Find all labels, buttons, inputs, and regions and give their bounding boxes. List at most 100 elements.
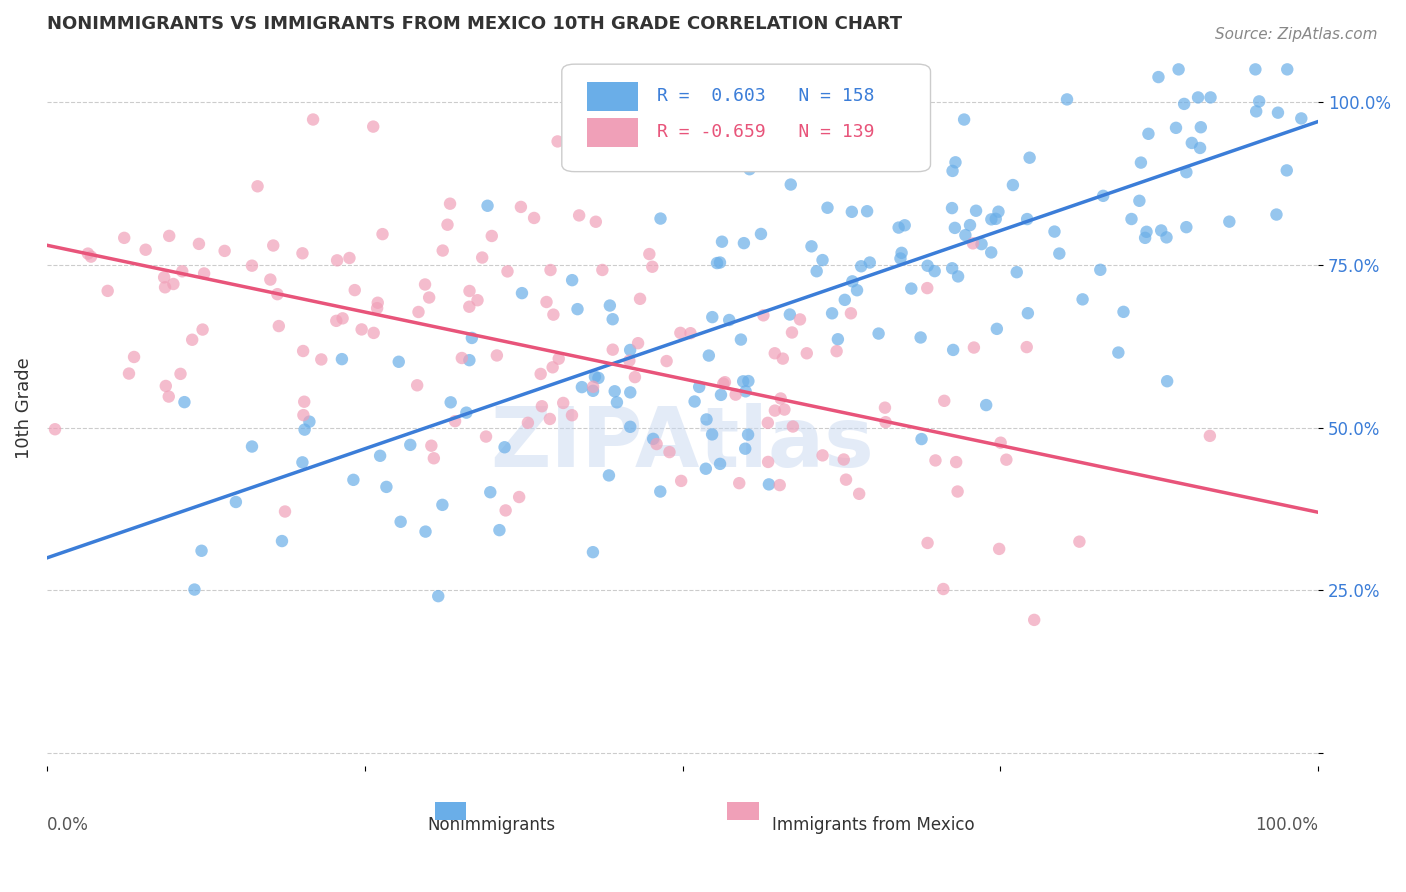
- Point: [267, 319, 290, 334]
- Point: [825, 344, 848, 359]
- Point: [859, 255, 882, 269]
- Point: [432, 498, 454, 512]
- Point: [173, 395, 195, 409]
- Point: [1135, 225, 1157, 239]
- Point: [1017, 306, 1039, 320]
- Point: [1175, 220, 1198, 235]
- Point: [240, 440, 263, 454]
- Point: [225, 495, 247, 509]
- Point: [342, 473, 364, 487]
- Point: [240, 259, 263, 273]
- Point: [811, 449, 834, 463]
- Point: [343, 283, 366, 297]
- Point: [599, 299, 621, 313]
- Point: [917, 259, 939, 273]
- Point: [547, 351, 569, 366]
- Point: [1024, 613, 1046, 627]
- Point: [475, 429, 498, 443]
- Point: [987, 204, 1010, 219]
- Point: [325, 314, 347, 328]
- Point: [780, 326, 803, 340]
- Point: [262, 238, 284, 252]
- Point: [458, 300, 481, 314]
- Point: [1265, 208, 1288, 222]
- Point: [292, 394, 315, 409]
- Point: [439, 196, 461, 211]
- Point: [728, 476, 751, 491]
- Point: [266, 287, 288, 301]
- Point: [1218, 214, 1240, 228]
- Point: [641, 260, 664, 274]
- Point: [471, 251, 494, 265]
- Point: [326, 253, 349, 268]
- Point: [112, 231, 135, 245]
- Point: [734, 442, 756, 456]
- Text: 100.0%: 100.0%: [1256, 816, 1319, 835]
- Point: [193, 267, 215, 281]
- Point: [683, 394, 706, 409]
- Point: [1187, 90, 1209, 104]
- Point: [834, 293, 856, 307]
- Point: [779, 308, 801, 322]
- Point: [839, 306, 862, 320]
- Point: [709, 457, 731, 471]
- Point: [1175, 165, 1198, 179]
- Point: [669, 326, 692, 340]
- Point: [458, 353, 481, 368]
- Point: [702, 310, 724, 325]
- Point: [763, 403, 786, 417]
- Point: [959, 218, 981, 232]
- Point: [97, 284, 120, 298]
- Point: [157, 228, 180, 243]
- Point: [1189, 120, 1212, 135]
- Point: [984, 211, 1007, 226]
- Point: [350, 322, 373, 336]
- Point: [915, 281, 938, 295]
- Point: [619, 385, 641, 400]
- Bar: [588, 82, 638, 111]
- Point: [598, 468, 620, 483]
- Point: [181, 333, 204, 347]
- Text: R = -0.659   N = 139: R = -0.659 N = 139: [657, 123, 875, 141]
- Point: [789, 312, 811, 326]
- Point: [832, 452, 855, 467]
- Bar: [434, 802, 467, 820]
- Point: [488, 523, 510, 537]
- Point: [868, 326, 890, 341]
- Point: [436, 218, 458, 232]
- Point: [945, 155, 967, 169]
- Point: [583, 369, 606, 384]
- Point: [294, 423, 316, 437]
- Point: [1267, 105, 1289, 120]
- Point: [440, 395, 463, 409]
- Point: [980, 212, 1002, 227]
- Point: [388, 355, 411, 369]
- Point: [495, 503, 517, 517]
- Point: [841, 274, 863, 288]
- Point: [734, 384, 756, 399]
- Point: [330, 352, 353, 367]
- Point: [749, 227, 772, 241]
- Point: [1244, 104, 1267, 119]
- Point: [627, 336, 650, 351]
- Point: [591, 263, 613, 277]
- Point: [509, 200, 531, 214]
- Point: [941, 201, 963, 215]
- Point: [1056, 92, 1078, 106]
- Point: [696, 412, 718, 426]
- Point: [1005, 265, 1028, 279]
- Point: [1199, 429, 1222, 443]
- Point: [995, 452, 1018, 467]
- Point: [153, 270, 176, 285]
- Point: [481, 229, 503, 244]
- Point: [772, 351, 794, 366]
- Point: [980, 245, 1002, 260]
- Point: [172, 264, 194, 278]
- Point: [709, 255, 731, 269]
- Point: [187, 236, 209, 251]
- Point: [811, 253, 834, 268]
- Text: NONIMMIGRANTS VS IMMIGRANTS FROM MEXICO 10TH GRADE CORRELATION CHART: NONIMMIGRANTS VS IMMIGRANTS FROM MEXICO …: [46, 15, 903, 33]
- Point: [582, 545, 605, 559]
- Point: [292, 344, 315, 359]
- Point: [508, 490, 530, 504]
